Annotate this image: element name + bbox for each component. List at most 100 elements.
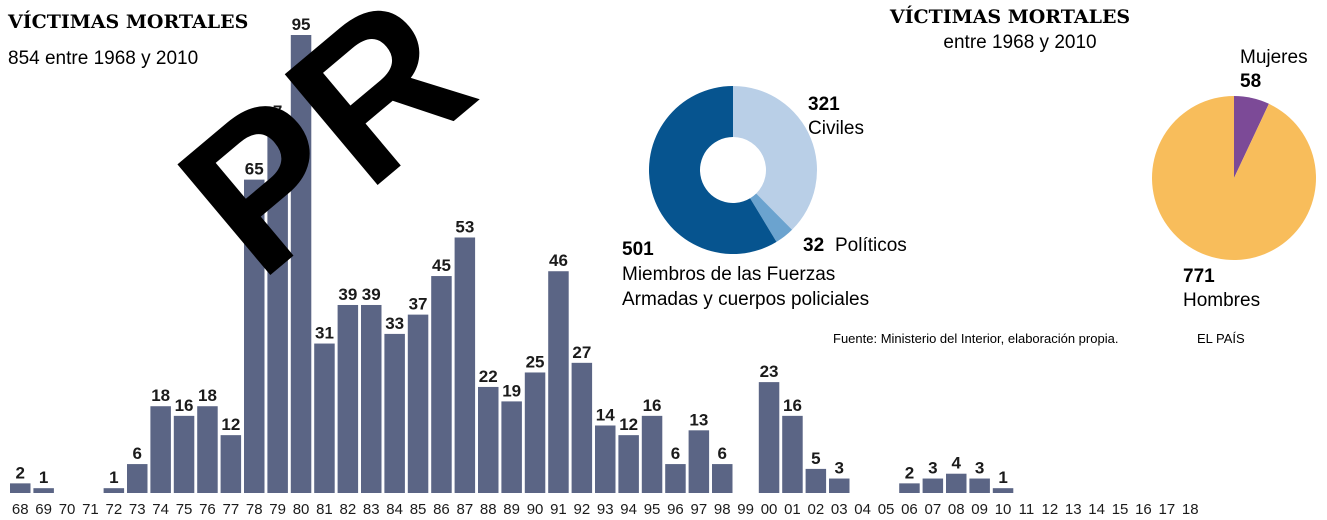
bar-83 — [361, 304, 382, 493]
x-tick-97: 97 — [691, 501, 708, 518]
x-tick-79: 79 — [269, 501, 286, 518]
bar-value-label-06: 2 — [905, 463, 914, 482]
bar-06 — [899, 483, 920, 493]
bar-value-label-00: 23 — [760, 362, 779, 381]
x-tick-12: 12 — [1042, 501, 1059, 518]
politicos-label: Políticos — [835, 235, 907, 256]
fuerzas-label-line1: Miembros de las Fuerzas — [622, 264, 835, 285]
bar-value-label-93: 14 — [596, 406, 615, 425]
x-tick-13: 13 — [1065, 501, 1082, 518]
bar-85 — [407, 314, 429, 493]
bar-00 — [758, 382, 780, 493]
bar-value-label-08: 4 — [952, 454, 962, 473]
bar-value-label-74: 18 — [151, 386, 170, 405]
x-tick-10: 10 — [995, 501, 1012, 518]
victim-type-donut — [649, 86, 817, 254]
bar-value-label-73: 6 — [133, 444, 142, 463]
x-tick-88: 88 — [480, 501, 497, 518]
x-tick-92: 92 — [574, 501, 591, 518]
bar-value-label-89: 19 — [502, 381, 521, 400]
bar-77 — [220, 435, 242, 493]
x-tick-00: 00 — [761, 501, 778, 518]
bar-value-label-96: 6 — [671, 444, 680, 463]
x-tick-95: 95 — [644, 501, 661, 518]
x-tick-15: 15 — [1112, 501, 1129, 518]
civiles-label: Civiles — [808, 118, 864, 139]
bar-89 — [501, 401, 522, 493]
bar-value-label-01: 16 — [783, 396, 802, 415]
slice-politicos — [750, 193, 793, 242]
fuerzas-value: 501 — [622, 239, 654, 260]
bar-93 — [595, 425, 616, 493]
bar-value-label-10: 1 — [998, 468, 1007, 487]
slice-hombres — [1151, 95, 1316, 260]
x-tick-83: 83 — [363, 501, 380, 518]
x-tick-93: 93 — [597, 501, 614, 518]
x-tick-11: 11 — [1019, 501, 1035, 518]
bar-chart-subtitle: 854 entre 1968 y 2010 — [8, 48, 198, 69]
bar-value-label-75: 16 — [175, 396, 194, 415]
bar-07 — [922, 478, 944, 493]
x-tick-14: 14 — [1088, 501, 1105, 518]
slice-miembros — [649, 86, 777, 254]
x-tick-94: 94 — [620, 501, 637, 518]
x-tick-68: 68 — [12, 501, 29, 518]
bar-value-label-81: 31 — [315, 324, 334, 343]
x-tick-05: 05 — [878, 501, 895, 518]
bar-78 — [244, 179, 265, 493]
bar-value-label-77: 12 — [221, 415, 240, 434]
x-tick-91: 91 — [550, 501, 567, 518]
bar-value-label-82: 39 — [338, 285, 357, 304]
bar-95 — [641, 415, 663, 493]
bar-82 — [337, 304, 359, 493]
bar-08 — [946, 473, 967, 493]
x-tick-06: 06 — [901, 501, 918, 518]
x-tick-71: 71 — [82, 501, 99, 518]
bar-value-label-84: 33 — [385, 314, 404, 333]
x-tick-85: 85 — [410, 501, 427, 518]
source-note: Fuente: Ministerio del Interior, elabora… — [833, 331, 1118, 346]
x-tick-81: 81 — [316, 501, 333, 518]
mujeres-value: 58 — [1240, 71, 1261, 92]
bar-79 — [267, 121, 288, 494]
bar-87 — [454, 237, 476, 493]
bar-76 — [197, 406, 218, 493]
bar-73 — [127, 464, 148, 493]
x-tick-16: 16 — [1135, 501, 1152, 518]
bar-88 — [478, 386, 499, 493]
donut-subtitle: entre 1968 y 2010 — [943, 32, 1096, 53]
bar-chart-title: VÍCTIMAS MORTALES — [7, 10, 248, 33]
bar-value-label-02: 5 — [811, 449, 820, 468]
x-tick-09: 09 — [971, 501, 988, 518]
x-tick-80: 80 — [293, 501, 310, 518]
bar-01 — [782, 415, 803, 493]
x-tick-03: 03 — [831, 501, 848, 518]
bar-09 — [969, 478, 990, 493]
x-tick-87: 87 — [457, 501, 474, 518]
x-tick-18: 18 — [1182, 501, 1199, 518]
x-tick-69: 69 — [35, 501, 52, 518]
x-tick-90: 90 — [527, 501, 544, 518]
fuerzas-label-line2: Armadas y cuerpos policiales — [622, 289, 869, 310]
bar-value-label-07: 3 — [928, 459, 937, 478]
bar-84 — [384, 333, 405, 493]
x-tick-72: 72 — [106, 501, 123, 518]
x-tick-73: 73 — [129, 501, 146, 518]
x-axis-tick-labels: 68 69 70 71 72 73 74 75 76 77 78 79 80 81 82 83 84 85 86 87… — [12, 501, 1199, 518]
bar-value-label-97: 13 — [689, 410, 708, 429]
bar-value-label-03: 3 — [835, 459, 844, 478]
bar-value-label-76: 18 — [198, 386, 217, 405]
x-tick-01: 01 — [784, 501, 801, 518]
bar-94 — [618, 435, 639, 493]
bar-value-label-72: 1 — [109, 468, 118, 487]
x-tick-04: 04 — [854, 501, 871, 518]
x-tick-84: 84 — [386, 501, 403, 518]
bar-92 — [571, 362, 593, 493]
bar-value-label-78: 65 — [245, 160, 264, 179]
x-tick-74: 74 — [152, 501, 169, 518]
bar-value-label-90: 25 — [526, 352, 545, 371]
bar-90 — [524, 372, 546, 493]
bar-value-label-87: 53 — [455, 217, 474, 236]
bar-value-label-91: 46 — [549, 251, 568, 270]
